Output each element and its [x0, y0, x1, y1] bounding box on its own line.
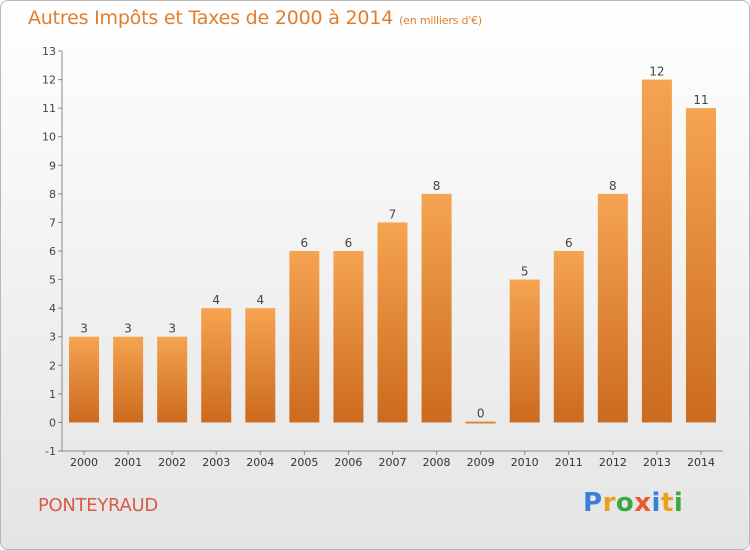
x-tick-label: 2004	[246, 456, 274, 469]
data-label: 3	[124, 322, 132, 336]
data-label: 6	[565, 236, 573, 250]
bar	[289, 251, 320, 423]
x-tick-label: 2000	[70, 456, 98, 469]
bar	[685, 108, 716, 423]
data-label: 3	[80, 322, 88, 336]
bar	[377, 222, 408, 423]
place-name: PONTEYRAUD	[38, 495, 158, 516]
logo-letter: P	[583, 488, 603, 518]
y-tick-label: 10	[42, 131, 56, 144]
x-tick-label: 2002	[158, 456, 186, 469]
y-tick-label: 1	[49, 388, 56, 401]
data-label: 3	[168, 322, 176, 336]
bars: 3 3 3 4 4 6 6 7 8 0 5 6 8 12 11	[69, 65, 716, 424]
y-tick-label: 13	[42, 45, 56, 58]
x-tick-label: 2006	[334, 456, 362, 469]
bar	[509, 279, 540, 423]
x-tick-label: 2012	[599, 456, 627, 469]
x-tick-label: 2007	[379, 456, 407, 469]
data-label: 8	[609, 179, 617, 193]
x-tick-label: 2010	[511, 456, 539, 469]
y-tick-label: 5	[49, 274, 56, 287]
logo-letter: t	[660, 488, 674, 518]
y-tick-label: 4	[49, 302, 56, 315]
y-tick-label: 12	[42, 74, 56, 87]
bar	[421, 193, 452, 423]
logo-letter: o	[615, 488, 635, 518]
y-tick-label: 2	[49, 359, 56, 372]
chart-title: Autres Impôts et Taxes de 2000 à 2014 (en…	[28, 7, 482, 29]
x-tick-label: 2005	[290, 456, 318, 469]
proxiti-logo[interactable]: Proxiti	[583, 488, 683, 518]
data-label: 12	[649, 65, 664, 79]
y-tick-label: 0	[49, 416, 56, 429]
bar	[69, 336, 100, 423]
y-tick-label: -1	[45, 445, 56, 458]
bar	[597, 193, 628, 423]
bar	[553, 251, 584, 423]
x-tick-label: 2001	[114, 456, 142, 469]
bar	[245, 308, 276, 423]
chart-title-text: Autres Impôts et Taxes de 2000 à 2014	[28, 7, 394, 29]
data-label: 7	[389, 207, 397, 221]
y-tick-label: 7	[49, 216, 56, 229]
logo-letter: i	[673, 488, 684, 518]
data-label: 4	[256, 293, 264, 307]
data-label: 5	[521, 265, 529, 279]
bar	[465, 421, 496, 424]
y-tick-label: 11	[42, 102, 56, 115]
chart-unit: (en milliers d'€)	[399, 14, 482, 27]
bar	[113, 336, 144, 423]
x-tick-label: 2009	[467, 456, 495, 469]
bar	[157, 336, 188, 423]
x-tick-label: 2014	[687, 456, 715, 469]
y-tick-label: 9	[49, 159, 56, 172]
logo-letter: r	[602, 488, 616, 518]
data-label: 8	[433, 179, 441, 193]
x-tick-label: 2008	[423, 456, 451, 469]
x-tick-label: 2013	[643, 456, 671, 469]
data-label: 6	[345, 236, 353, 250]
x-tick-label: 2011	[555, 456, 583, 469]
bar	[201, 308, 232, 423]
bar	[641, 79, 672, 423]
x-tick-label: 2003	[202, 456, 230, 469]
logo-letter: i	[651, 488, 661, 518]
logo-letter: x	[634, 488, 652, 518]
y-tick-label: 8	[49, 188, 56, 201]
y-tick-label: 3	[49, 331, 56, 344]
data-label: 0	[477, 406, 485, 420]
y-tick-label: 6	[49, 245, 56, 258]
data-label: 6	[301, 236, 309, 250]
data-label: 11	[693, 93, 708, 107]
bar	[333, 251, 364, 423]
data-label: 4	[212, 293, 220, 307]
